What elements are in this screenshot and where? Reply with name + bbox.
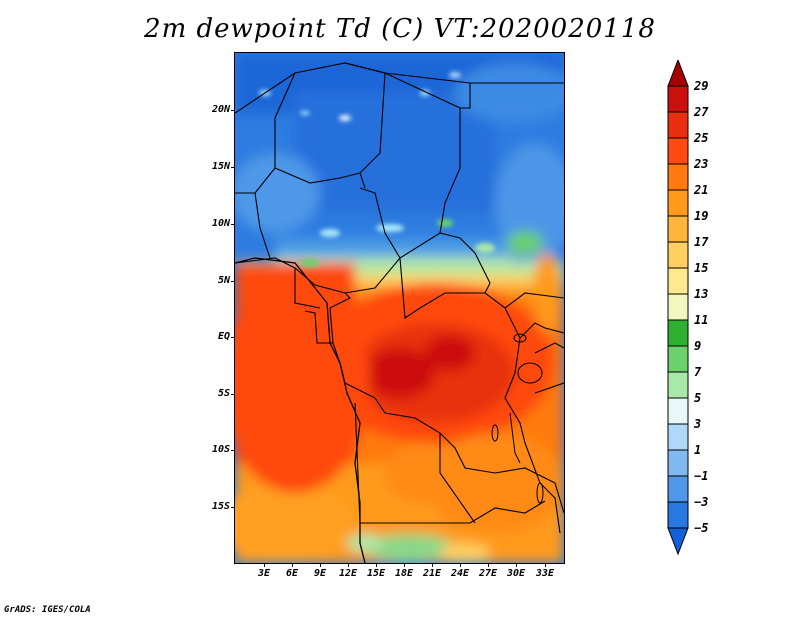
lon-tick bbox=[488, 563, 489, 567]
colorbar-label-minus1: −1 bbox=[694, 469, 709, 483]
lat-tick bbox=[231, 337, 235, 338]
lon-label-15E: 15E bbox=[366, 568, 386, 579]
footer-credit: GrADS: IGES/COLA bbox=[4, 605, 91, 615]
borders bbox=[235, 62, 564, 534]
lon-tick bbox=[264, 563, 265, 567]
lon-label-12E: 12E bbox=[338, 568, 358, 579]
colorbar-label-21: 21 bbox=[694, 183, 709, 197]
colorbar bbox=[667, 60, 689, 556]
colorbar-swatch bbox=[667, 371, 689, 399]
colorbar-label-13: 13 bbox=[694, 287, 709, 301]
colorbar-label-minus5: −5 bbox=[694, 521, 709, 535]
colorbar-swatch bbox=[667, 163, 689, 191]
colorbar-label-23: 23 bbox=[694, 157, 709, 171]
lon-label-9E: 9E bbox=[313, 568, 327, 579]
lat-tick bbox=[231, 507, 235, 508]
lat-tick bbox=[231, 450, 235, 451]
lakes bbox=[491, 333, 544, 504]
colorbar-swatch bbox=[667, 449, 689, 477]
lon-label-6E: 6E bbox=[285, 568, 299, 579]
lon-tick bbox=[404, 563, 405, 567]
lon-label-27E: 27E bbox=[478, 568, 498, 579]
colorbar-swatch bbox=[667, 319, 689, 347]
colorbar-label-17: 17 bbox=[694, 235, 709, 249]
colorbar-top-arrow bbox=[667, 60, 689, 87]
colorbar-swatch bbox=[667, 397, 689, 425]
lon-label-30E: 30E bbox=[506, 568, 526, 579]
lat-tick bbox=[231, 281, 235, 282]
lon-label-33E: 33E bbox=[535, 568, 555, 579]
colorbar-swatch bbox=[667, 293, 689, 321]
lat-label-10N: 10N bbox=[211, 218, 230, 229]
west-coastline bbox=[235, 257, 366, 563]
colorbar-label-7: 7 bbox=[694, 365, 702, 379]
colorbar-swatch bbox=[667, 85, 689, 113]
lat-tick bbox=[231, 394, 235, 395]
colorbar-swatch bbox=[667, 423, 689, 451]
lon-label-3E: 3E bbox=[257, 568, 271, 579]
lon-label-21E: 21E bbox=[422, 568, 442, 579]
colorbar-label-9: 9 bbox=[694, 339, 702, 353]
colorbar-swatch bbox=[667, 215, 689, 243]
colorbar-swatch bbox=[667, 189, 689, 217]
colorbar-label-3: 3 bbox=[694, 417, 702, 431]
colorbar-swatch bbox=[667, 241, 689, 269]
coastal-speckles bbox=[259, 72, 495, 267]
colorbar-swatch bbox=[667, 137, 689, 165]
lat-label-5S: 5S bbox=[217, 388, 230, 399]
colorbar-label-15: 15 bbox=[694, 261, 709, 275]
lon-tick bbox=[292, 563, 293, 567]
lon-tick bbox=[460, 563, 461, 567]
lat-label-15S: 15S bbox=[211, 501, 230, 512]
dewpoint-map bbox=[234, 52, 565, 564]
lon-tick bbox=[348, 563, 349, 567]
colorbar-swatch bbox=[667, 345, 689, 373]
colorbar-label-19: 19 bbox=[694, 209, 709, 223]
map-canvas bbox=[235, 53, 564, 563]
colorbar-label-29: 29 bbox=[694, 79, 709, 93]
lat-tick bbox=[231, 110, 235, 111]
lon-label-18E: 18E bbox=[394, 568, 414, 579]
lon-tick bbox=[545, 563, 546, 567]
lat-label-20N: 20N bbox=[211, 104, 230, 115]
lat-tick bbox=[231, 224, 235, 225]
colorbar-swatch bbox=[667, 111, 689, 139]
colorbar-swatch bbox=[667, 475, 689, 503]
colorbar-label-11: 11 bbox=[694, 313, 709, 327]
lon-tick bbox=[432, 563, 433, 567]
lon-tick bbox=[516, 563, 517, 567]
lat-label-10S: 10S bbox=[211, 444, 230, 455]
lon-tick bbox=[320, 563, 321, 567]
chart-title: 2m dewpoint Td (C) VT:2020020118 bbox=[144, 14, 656, 44]
lat-label-5N: 5N bbox=[217, 275, 230, 286]
colorbar-bottom-arrow bbox=[667, 527, 689, 556]
colorbar-label-minus3: −3 bbox=[694, 495, 709, 509]
colorbar-label-1: 1 bbox=[694, 443, 702, 457]
colorbar-label-27: 27 bbox=[694, 105, 709, 119]
colorbar-swatch bbox=[667, 267, 689, 295]
lon-tick bbox=[376, 563, 377, 567]
colorbar-label-25: 25 bbox=[694, 131, 709, 145]
moisture-field bbox=[235, 53, 564, 563]
colorbar-label-5: 5 bbox=[694, 391, 702, 405]
lon-label-24E: 24E bbox=[450, 568, 470, 579]
lat-label-EQ: EQ bbox=[217, 331, 230, 342]
lat-tick bbox=[231, 167, 235, 168]
lat-label-15N: 15N bbox=[211, 161, 230, 172]
colorbar-swatch bbox=[667, 501, 689, 529]
